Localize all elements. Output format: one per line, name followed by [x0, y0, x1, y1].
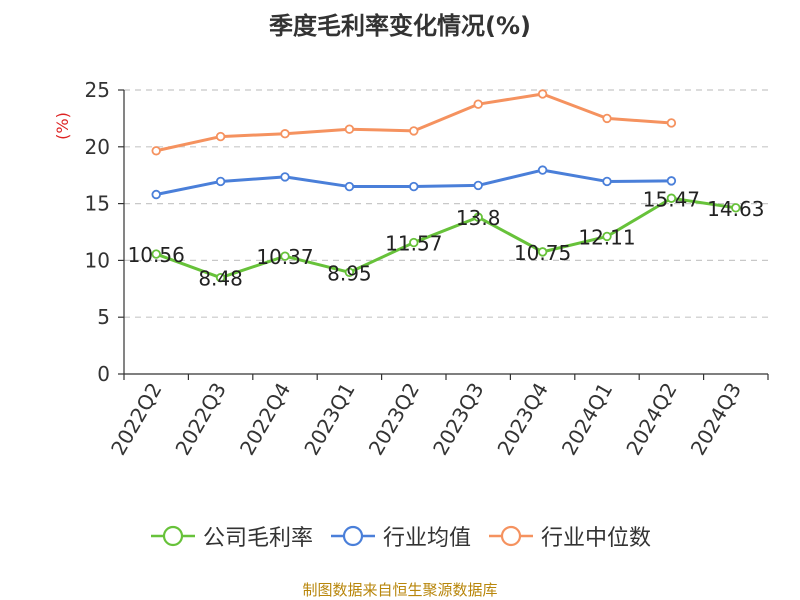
chart-title: 季度毛利率变化情况(%) — [269, 12, 531, 40]
y-ticks: 0 5 10 15 20 25 — [85, 78, 124, 386]
data-point — [151, 146, 161, 156]
legend-swatch — [330, 525, 375, 547]
x-tick-label: 2024Q1 — [557, 379, 617, 460]
legend-marker — [162, 525, 184, 547]
series-line — [155, 92, 672, 153]
data-point — [666, 193, 677, 203]
data-point — [473, 99, 483, 109]
x-tick-label: 2024Q3 — [686, 379, 746, 460]
legend-item[interactable]: 行业中位数 — [487, 520, 651, 552]
x-ticks: 2022Q2 2022Q3 2022Q4 2023Q1 2023Q2 2023Q3 2023… — [106, 374, 769, 460]
data-point — [280, 129, 290, 139]
data-point — [344, 267, 355, 278]
y-tick-label: 15 — [85, 192, 110, 216]
x-tick-label: 2023Q4 — [492, 379, 552, 460]
series-line — [155, 196, 737, 280]
data-point — [151, 189, 161, 200]
y-tick-label: 20 — [85, 135, 110, 159]
series — [151, 89, 741, 283]
legend-item[interactable]: 公司毛利率 — [149, 520, 313, 552]
data-point — [666, 176, 677, 186]
data-label: 15.47 — [643, 187, 700, 211]
x-tick-label: 2023Q3 — [428, 379, 488, 460]
data-point — [344, 124, 355, 134]
legend-swatch — [150, 525, 195, 547]
data-point — [537, 165, 548, 175]
y-tick-label: 10 — [85, 248, 110, 272]
data-point — [473, 212, 483, 222]
data-labels: 10.56 8.48 10.37 8.95 11.57 13.8 10.75 12.11 15.… — [128, 187, 765, 290]
x-tick-label: 2022Q2 — [106, 379, 166, 460]
y-axis-label: (%) — [53, 112, 72, 140]
data-point — [537, 247, 548, 257]
data-label: 10.56 — [128, 243, 185, 267]
data-point — [280, 172, 290, 182]
legend-label: 行业均值 — [382, 526, 471, 551]
data-point — [280, 251, 290, 261]
data-point — [409, 126, 419, 136]
data-label: 10.75 — [514, 241, 571, 265]
legend-swatch — [489, 525, 533, 547]
data-point — [215, 131, 226, 142]
x-tick-label: 2024Q2 — [621, 379, 681, 460]
legend-marker — [342, 525, 364, 547]
data-point — [409, 181, 419, 192]
data-point — [666, 118, 677, 128]
data-point — [602, 113, 612, 124]
legend: 公司毛利率 行业均值 行业中位数 — [0, 520, 800, 554]
legend-marker — [500, 525, 522, 547]
data-point — [602, 176, 612, 187]
data-point — [602, 231, 612, 242]
data-point — [731, 203, 741, 213]
data-label: 14.63 — [707, 197, 764, 221]
x-tick-label: 2022Q4 — [235, 379, 295, 460]
y-tick-label: 5 — [97, 305, 110, 329]
legend-label: 行业中位数 — [541, 526, 652, 551]
x-tick-label: 2022Q3 — [170, 379, 230, 460]
data-point — [537, 89, 548, 99]
data-label: 8.48 — [198, 267, 243, 291]
data-point — [151, 249, 161, 259]
data-point — [409, 237, 419, 248]
data-label: 12.11 — [578, 225, 635, 249]
legend-label: 公司毛利率 — [202, 526, 313, 551]
gridlines — [124, 89, 768, 318]
y-tick-label: 25 — [85, 78, 110, 102]
x-tick-label: 2023Q2 — [364, 379, 424, 460]
legend-item[interactable]: 行业均值 — [329, 520, 471, 552]
source-note: 制图数据来自恒生聚源数据库 — [302, 581, 498, 599]
data-label: 13.8 — [456, 206, 501, 230]
data-point — [473, 180, 483, 191]
data-point — [215, 176, 226, 187]
x-tick-label: 2023Q1 — [299, 379, 359, 460]
data-point — [344, 181, 355, 192]
data-label: 11.57 — [385, 232, 442, 256]
data-point — [215, 272, 226, 283]
data-label: 8.95 — [327, 261, 372, 285]
data-label: 10.37 — [256, 245, 313, 269]
y-tick-label: 0 — [97, 362, 110, 386]
